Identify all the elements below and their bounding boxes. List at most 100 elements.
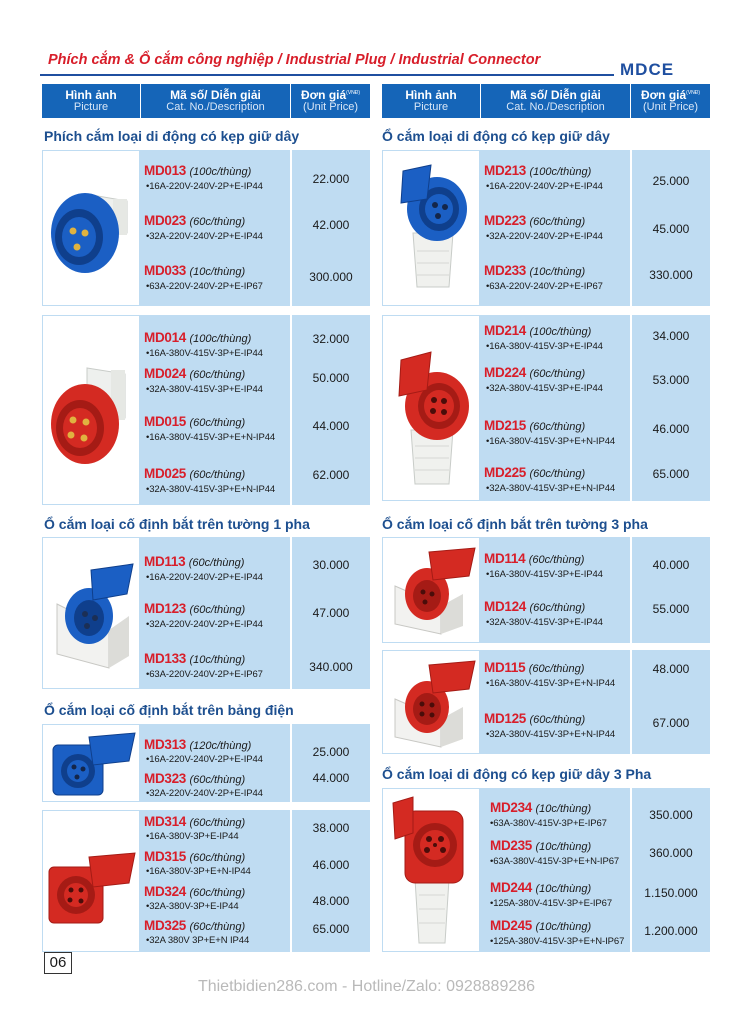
product-desc-cell: MD013 (100c/thùng) •16A-220V-240V-2P+E-I… — [140, 150, 290, 306]
price-md233: 330.000 — [649, 268, 693, 282]
product-image-cell — [382, 315, 480, 501]
qty: (60c/thùng) — [529, 468, 586, 480]
qty: (60c/thùng) — [189, 774, 246, 786]
header-picture: Hình ảnh Picture — [382, 84, 480, 118]
item-code-md214: MD214 (100c/thùng) — [484, 323, 591, 338]
code: MD313 — [144, 737, 187, 752]
section-title-wall-socket-1phase: Ổ cắm loại cố định bắt trên tường 1 pha — [44, 516, 310, 532]
brand-logo: MDCE — [620, 60, 675, 79]
item-spec-md324: •32A-380V-3P+E-IP44 — [146, 901, 239, 912]
item-code-md314: MD314 (60c/thùng) — [144, 814, 245, 829]
price-md244: 1.150.000 — [644, 886, 698, 900]
code: MD023 — [144, 213, 187, 228]
qty: (10c/thùng) — [189, 266, 246, 278]
code: MD323 — [144, 771, 187, 786]
header-price: Đơn giá(VNĐ) (Unit Price) — [290, 84, 370, 118]
qty: (60c/thùng) — [189, 817, 246, 829]
price-md125: 67.000 — [652, 716, 690, 730]
product-desc-cell: MD234 (10c/thùng) •63A-380V-415V-3P+E-IP… — [480, 788, 630, 952]
product-block-blue-panel-socket: MD313 (120c/thùng) •16A-220V-240V-2P+E-I… — [42, 724, 370, 802]
header-price: Đơn giá(VNĐ) (Unit Price) — [630, 84, 710, 118]
price-md133: 340.000 — [309, 660, 353, 674]
item-spec-md023: •32A-220V-240V-2P+E-IP44 — [146, 231, 263, 242]
product-price-cell: 48.000 67.000 — [630, 650, 710, 754]
code: MD214 — [484, 323, 527, 338]
item-code-md235: MD235 (10c/thùng) — [490, 838, 591, 853]
item-code-md323: MD323 (60c/thùng) — [144, 771, 245, 786]
product-price-cell: 25.000 44.000 — [290, 724, 370, 802]
price-md015: 44.000 — [312, 419, 350, 433]
code: MD215 — [484, 418, 527, 433]
product-price-cell: 350.000 360.000 1.150.000 1.200.000 — [630, 788, 710, 952]
price-md023: 42.000 — [312, 218, 350, 232]
header-picture-sublabel: Picture — [73, 100, 109, 113]
qty: (60c/thùng) — [188, 557, 245, 569]
price-md223: 45.000 — [652, 222, 690, 236]
code: MD024 — [144, 366, 187, 381]
item-spec-md124: •32A-380V-415V-3P+E-IP44 — [486, 617, 603, 628]
product-image-cell — [382, 788, 480, 952]
blue-industrial-plug-icon — [51, 193, 128, 273]
item-code-md233: MD233 (10c/thùng) — [484, 263, 585, 278]
item-spec-md314: •16A-380V-3P+E-IP44 — [146, 831, 239, 842]
item-code-md014: MD014 (100c/thùng) — [144, 330, 251, 345]
product-image-cell — [382, 650, 480, 754]
item-code-md224: MD224 (60c/thùng) — [484, 365, 585, 380]
qty: (60c/thùng) — [189, 604, 246, 616]
catalog-title: Phích cắm & Ổ cắm công nghiệp / Industri… — [48, 52, 541, 68]
item-code-md225: MD225 (60c/thùng) — [484, 465, 585, 480]
item-spec-md133: •63A-220V-240V-2P+E-IP67 — [146, 669, 263, 680]
code: MD233 — [484, 263, 527, 278]
qty: (60c/thùng) — [189, 887, 246, 899]
product-block-red-large-connector: MD234 (10c/thùng) •63A-380V-415V-3P+E-IP… — [382, 788, 710, 952]
item-code-md223: MD223 (60c/thùng) — [484, 213, 585, 228]
product-block-blue-plug: MD013 (100c/thùng) •16A-220V-240V-2P+E-I… — [42, 150, 370, 306]
code: MD114 — [484, 551, 526, 566]
code: MD245 — [490, 918, 533, 933]
product-image-cell — [382, 150, 480, 306]
item-code-md315: MD315 (60c/thùng) — [144, 849, 245, 864]
item-spec-md033: •63A-220V-240V-2P+E-IP67 — [146, 281, 263, 292]
product-block-red-wall-socket-b: MD115 (60c/thùng) •16A-380V-415V-3P+E+N-… — [382, 650, 710, 754]
code: MD014 — [144, 330, 187, 345]
qty: (60c/thùng) — [529, 216, 586, 228]
item-spec-md215: •16A-380V-415V-3P+E+N-IP44 — [486, 436, 616, 447]
price-md115: 48.000 — [652, 662, 690, 676]
blue-wall-socket-icon — [56, 563, 134, 669]
code: MD015 — [144, 414, 187, 429]
price-md214: 34.000 — [652, 329, 690, 343]
price-md323: 44.000 — [312, 771, 350, 785]
product-price-cell: 22.000 42.000 300.000 — [290, 150, 370, 306]
header-picture-sublabel: Picture — [413, 100, 449, 113]
price-md313: 25.000 — [312, 745, 350, 759]
price-md033: 300.000 — [309, 270, 353, 284]
item-spec-md245: •125A-380V-415V-3P+E+N-IP67 — [490, 936, 625, 947]
product-block-blue-connector: MD213 (100c/thùng) •16A-220V-240V-2P+E-I… — [382, 150, 710, 306]
code: MD224 — [484, 365, 527, 380]
qty: (60c/thùng) — [528, 554, 585, 566]
product-image-cell — [42, 810, 140, 952]
product-price-cell: 34.000 53.000 46.000 65.000 — [630, 315, 710, 501]
qty: (100c/thùng) — [189, 333, 252, 345]
item-code-md123: MD123 (60c/thùng) — [144, 601, 245, 616]
code: MD033 — [144, 263, 187, 278]
qty: (10c/thùng) — [529, 266, 586, 278]
blue-panel-socket-icon — [52, 732, 136, 796]
section-title-panel-socket: Ổ cắm loại cố định bắt trên bảng điện — [44, 702, 294, 718]
item-spec-md313: •16A-220V-240V-2P+E-IP44 — [146, 754, 263, 765]
header-desc-label: Mã số/ Diễn giải — [170, 87, 261, 102]
qty: (60c/thùng) — [189, 469, 246, 481]
code: MD125 — [484, 711, 527, 726]
header-picture: Hình ảnh Picture — [42, 84, 140, 118]
qty: (60c/thùng) — [529, 602, 586, 614]
code: MD235 — [490, 838, 533, 853]
item-code-md124: MD124 (60c/thùng) — [484, 599, 585, 614]
item-code-md245: MD245 (10c/thùng) — [490, 918, 591, 933]
item-spec-md315: •16A-380V-3P+E+N-IP44 — [146, 866, 251, 877]
item-code-md025: MD025 (60c/thùng) — [144, 466, 245, 481]
item-spec-md224: •32A-380V-415V-3P+E-IP44 — [486, 383, 603, 394]
price-md225: 65.000 — [652, 467, 690, 481]
item-code-md215: MD215 (60c/thùng) — [484, 418, 585, 433]
price-md215: 46.000 — [652, 422, 690, 436]
item-spec-md014: •16A-380V-415V-3P+E-IP44 — [146, 348, 263, 359]
